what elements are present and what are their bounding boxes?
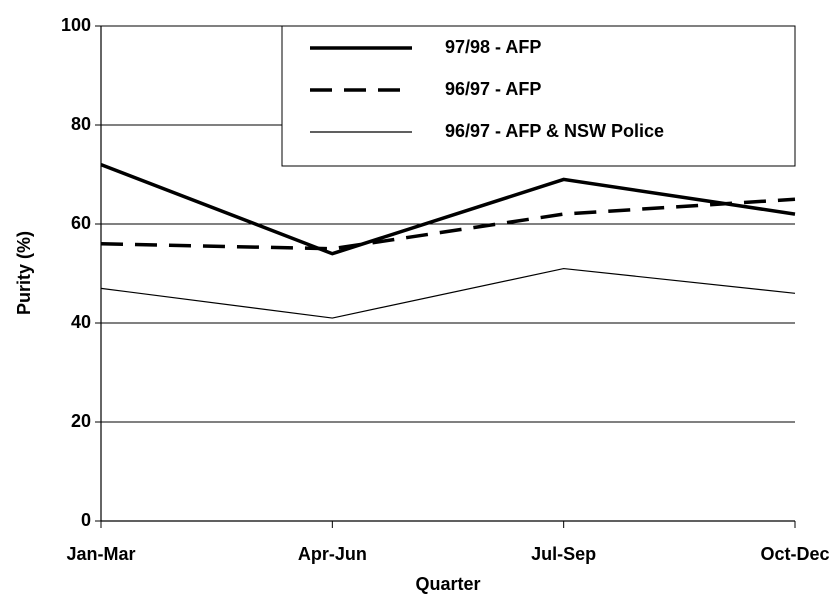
y-tick-label: 40 (71, 312, 91, 332)
y-tick-label: 0 (81, 510, 91, 530)
y-tick-label: 80 (71, 114, 91, 134)
series-line (100, 197, 796, 251)
x-tick-label: Jan-Mar (66, 544, 135, 564)
x-tick-label: Oct-Dec (760, 544, 829, 564)
series-line (100, 162, 796, 256)
y-tick-label: 60 (71, 213, 91, 233)
y-tick-label: 20 (71, 411, 91, 431)
y-tick-label: 100 (61, 15, 91, 35)
legend-label: 96/97 - AFP (445, 79, 541, 99)
y-axis-title: Purity (%) (14, 231, 34, 315)
x-tick-label: Apr-Jun (298, 544, 367, 564)
x-tick-label: Jul-Sep (531, 544, 596, 564)
x-axis-title: Quarter (415, 574, 480, 594)
series-line (100, 267, 796, 319)
legend-label: 97/98 - AFP (445, 37, 541, 57)
legend-box (281, 25, 796, 167)
legend-label: 96/97 - AFP & NSW Police (445, 121, 664, 141)
